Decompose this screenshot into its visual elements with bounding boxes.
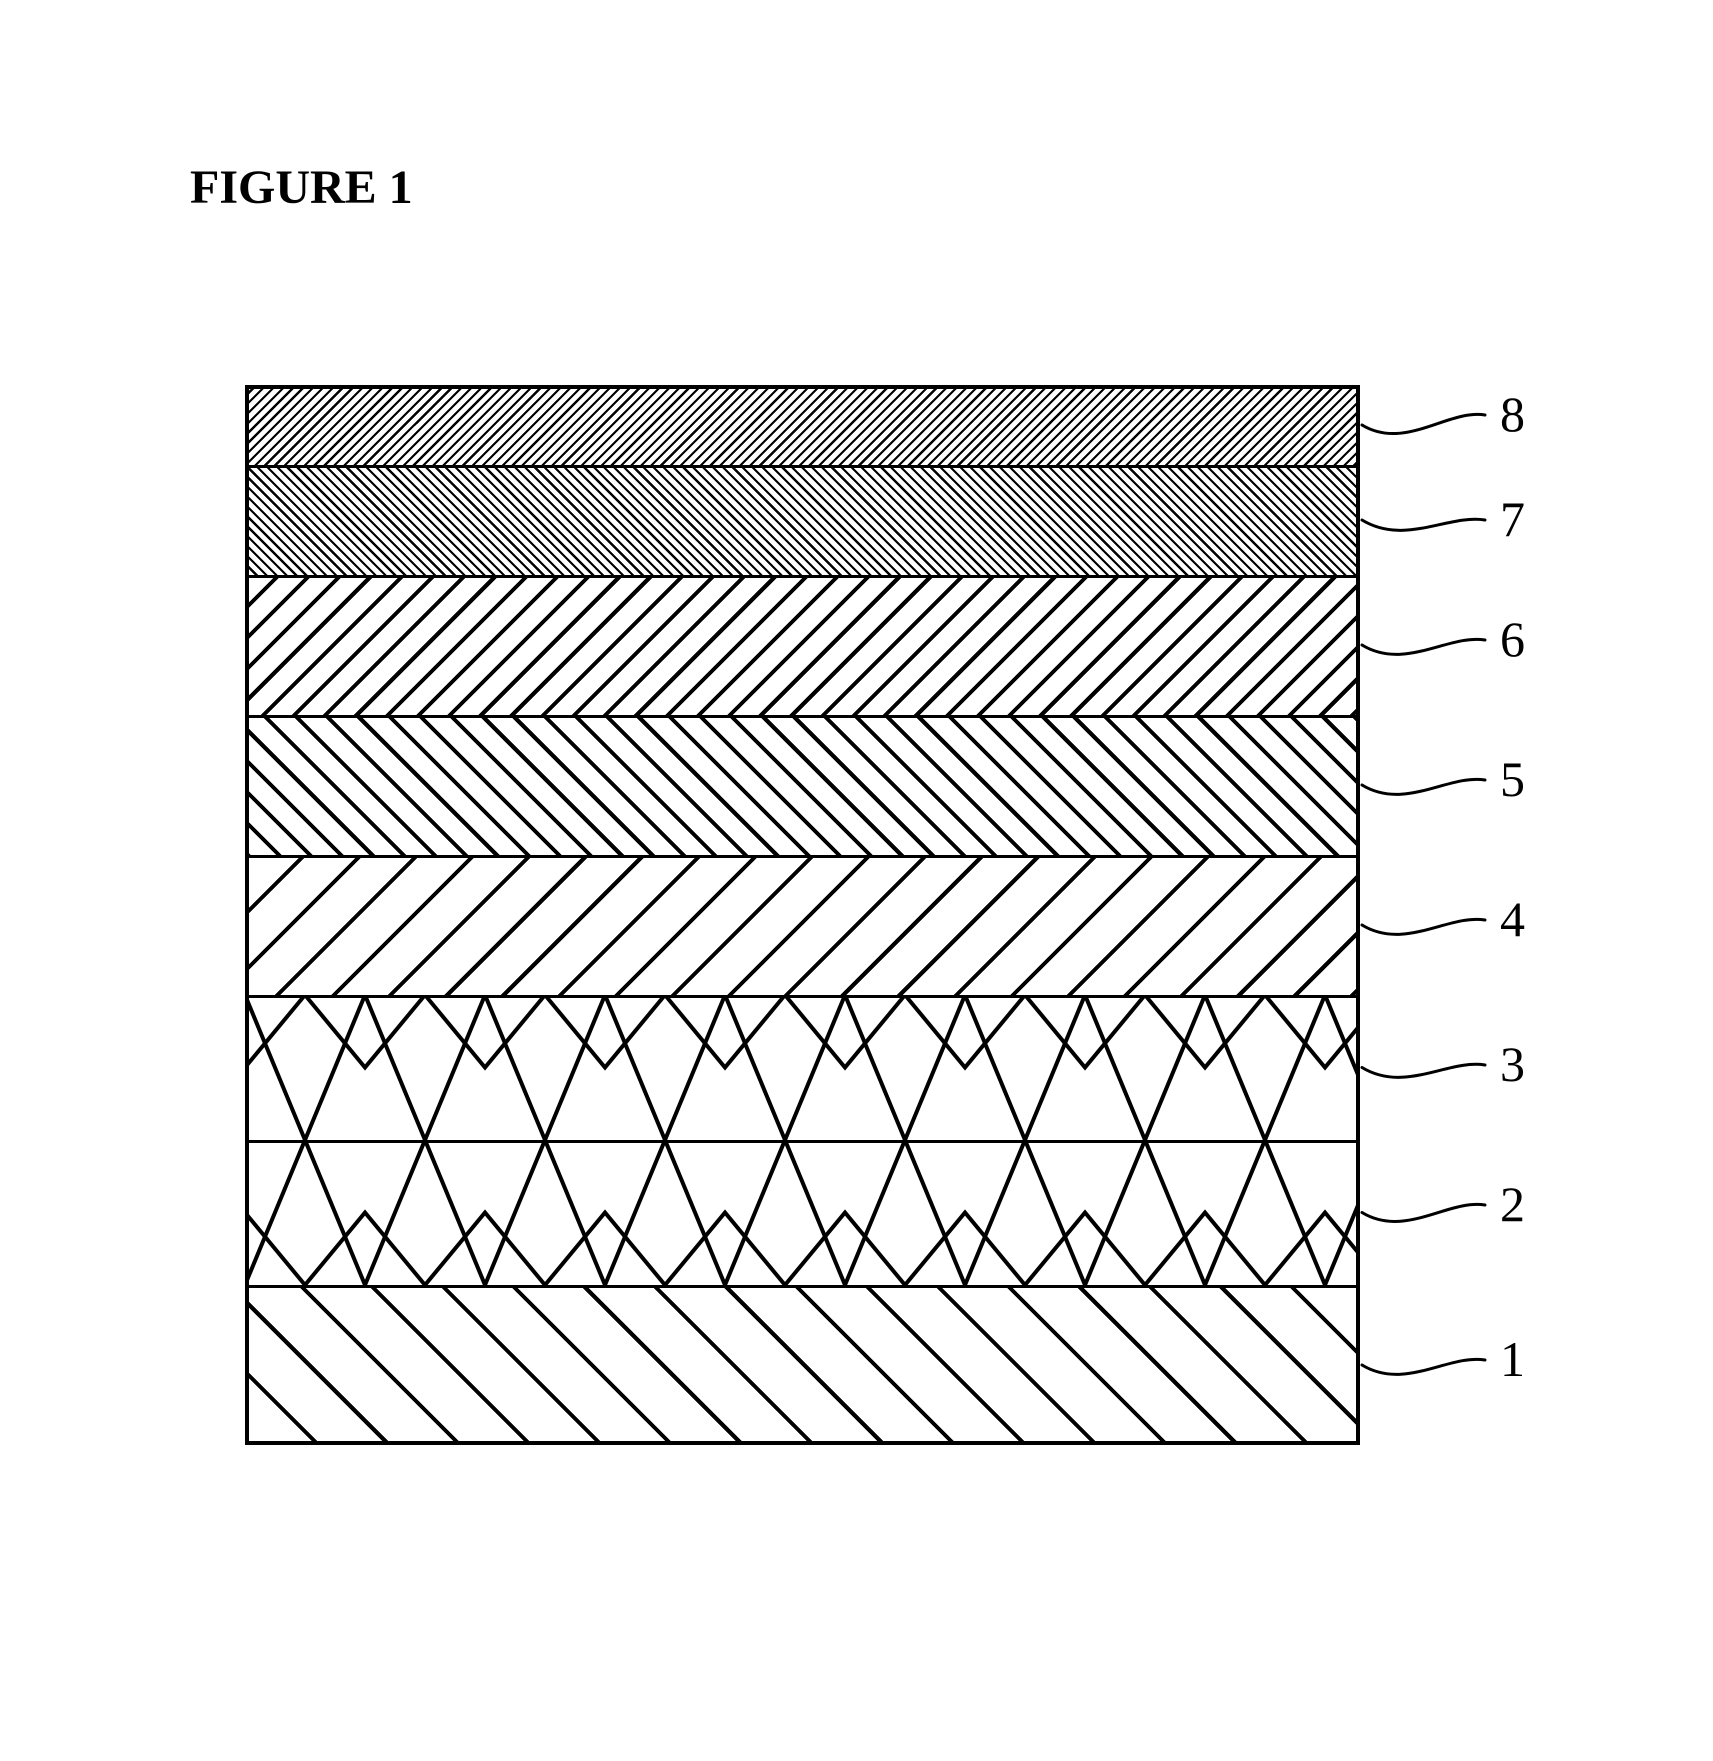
- layer-label-4: 4: [1500, 890, 1525, 948]
- layer-label-6: 6: [1500, 610, 1525, 668]
- layer-label-8: 8: [1500, 385, 1525, 443]
- leader-line: [1362, 395, 1495, 467]
- layer-5: [245, 715, 1360, 855]
- leader-line: [1362, 500, 1495, 572]
- leader-line: [1362, 760, 1495, 832]
- page: FIGURE 1 8 7 6 5 4 3 2 1: [0, 0, 1713, 1761]
- layer-7: [245, 465, 1360, 575]
- layer-2: [245, 1140, 1360, 1285]
- layer-4: [245, 855, 1360, 995]
- layer-diagram: [245, 385, 1360, 1445]
- layer-1: [245, 1285, 1360, 1445]
- leader-line: [1362, 1045, 1495, 1117]
- layer-6: [245, 575, 1360, 715]
- layer-label-5: 5: [1500, 750, 1525, 808]
- layer-label-7: 7: [1500, 490, 1525, 548]
- layer-label-3: 3: [1500, 1035, 1525, 1093]
- layer-8: [245, 385, 1360, 465]
- layer-label-2: 2: [1500, 1175, 1525, 1233]
- leader-line: [1362, 620, 1495, 692]
- leader-line: [1362, 1340, 1495, 1412]
- layer-3: [245, 995, 1360, 1140]
- layer-label-1: 1: [1500, 1330, 1525, 1388]
- leader-line: [1362, 900, 1495, 972]
- figure-title: FIGURE 1: [190, 160, 413, 215]
- leader-line: [1362, 1185, 1495, 1257]
